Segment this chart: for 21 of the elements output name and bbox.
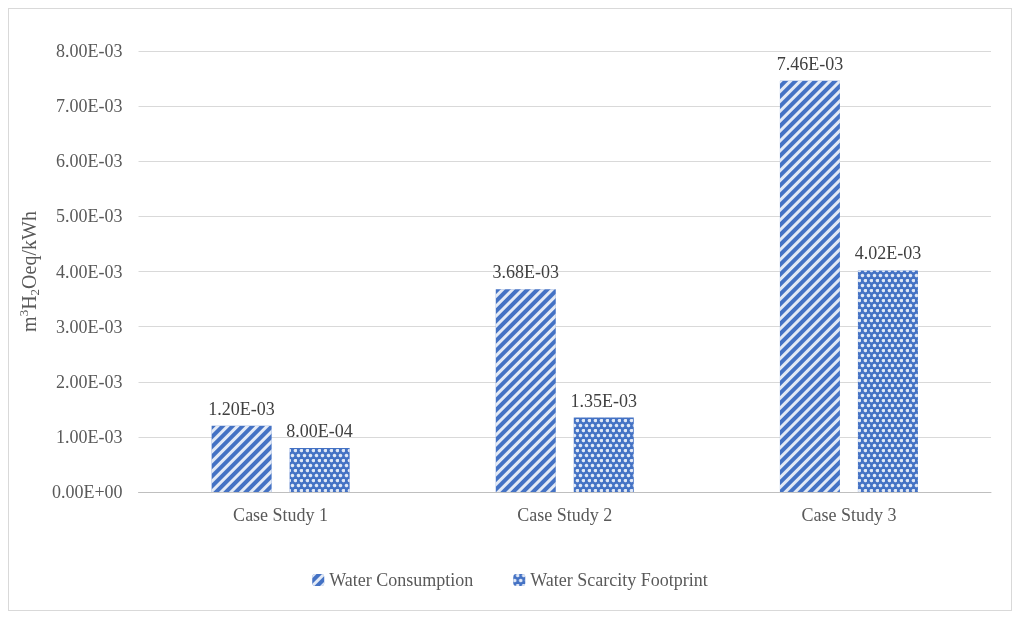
data-label: 1.35E-03 <box>570 390 638 411</box>
data-label: 4.02E-03 <box>854 243 922 264</box>
y-tick-label: 1.00E-03 <box>56 426 123 447</box>
y-tick-label: 3.00E-03 <box>56 316 123 337</box>
legend-label: Water Consumption <box>329 570 474 590</box>
data-label: 3.68E-03 <box>492 262 560 283</box>
x-tick-label: Case Study 1 <box>233 505 329 525</box>
y-tick-label: 6.00E-03 <box>56 151 123 172</box>
y-tick-label: 0.00E+00 <box>51 482 123 502</box>
y-tick-label: 4.00E-03 <box>56 261 123 282</box>
data-label: 1.20E-03 <box>208 398 275 419</box>
x-tick-label: Case Study 3 <box>801 505 897 525</box>
y-tick-label: 2.00E-03 <box>56 371 123 392</box>
y-axis-title: m3H2Oeq/kWh <box>16 211 42 332</box>
legend-label: Water Scarcity Footprint <box>530 570 708 590</box>
y-tick-label: 8.00E-03 <box>56 41 123 61</box>
y-tick-label: 7.00E-03 <box>56 96 123 117</box>
data-label: 8.00E-04 <box>286 420 353 441</box>
data-label: 7.46E-03 <box>776 53 844 74</box>
y-tick-label: 5.00E-03 <box>56 206 123 227</box>
x-tick-label: Case Study 2 <box>517 505 613 525</box>
